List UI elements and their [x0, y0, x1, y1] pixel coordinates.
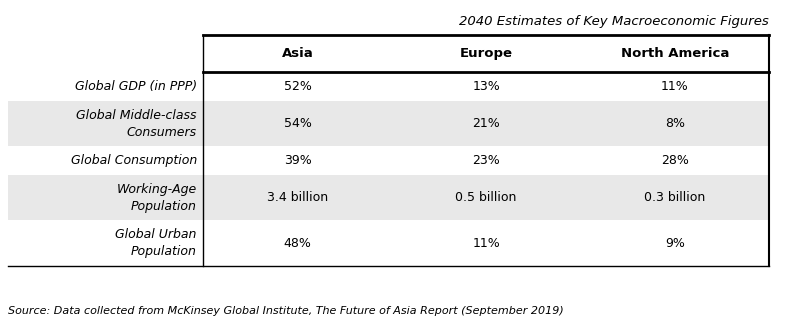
Text: 39%: 39% [284, 154, 312, 167]
Text: 0.3 billion: 0.3 billion [644, 191, 705, 204]
Text: 11%: 11% [661, 80, 689, 93]
Text: 54%: 54% [284, 117, 312, 130]
Text: 2040 Estimates of Key Macroeconomic Figures: 2040 Estimates of Key Macroeconomic Figu… [459, 15, 769, 28]
Text: 11%: 11% [473, 237, 500, 250]
Text: North America: North America [621, 47, 729, 60]
Text: Europe: Europe [460, 47, 512, 60]
Text: 3.4 billion: 3.4 billion [267, 191, 328, 204]
Text: Global GDP (in PPP): Global GDP (in PPP) [75, 80, 197, 93]
Text: 13%: 13% [473, 80, 500, 93]
Text: Working-Age
Population: Working-Age Population [116, 183, 197, 213]
Text: 23%: 23% [473, 154, 500, 167]
Text: 0.5 billion: 0.5 billion [455, 191, 517, 204]
Text: 28%: 28% [661, 154, 689, 167]
Text: Global Consumption: Global Consumption [71, 154, 197, 167]
Text: Source: Data collected from McKinsey Global Institute, The Future of Asia Report: Source: Data collected from McKinsey Glo… [8, 306, 563, 316]
Text: Global Middle-class
Consumers: Global Middle-class Consumers [77, 109, 197, 139]
Text: 21%: 21% [473, 117, 500, 130]
Text: 9%: 9% [665, 237, 685, 250]
Text: Asia: Asia [281, 47, 313, 60]
Text: 8%: 8% [665, 117, 685, 130]
Text: Global Urban
Population: Global Urban Population [116, 228, 197, 258]
Text: 48%: 48% [284, 237, 312, 250]
Text: 52%: 52% [284, 80, 312, 93]
